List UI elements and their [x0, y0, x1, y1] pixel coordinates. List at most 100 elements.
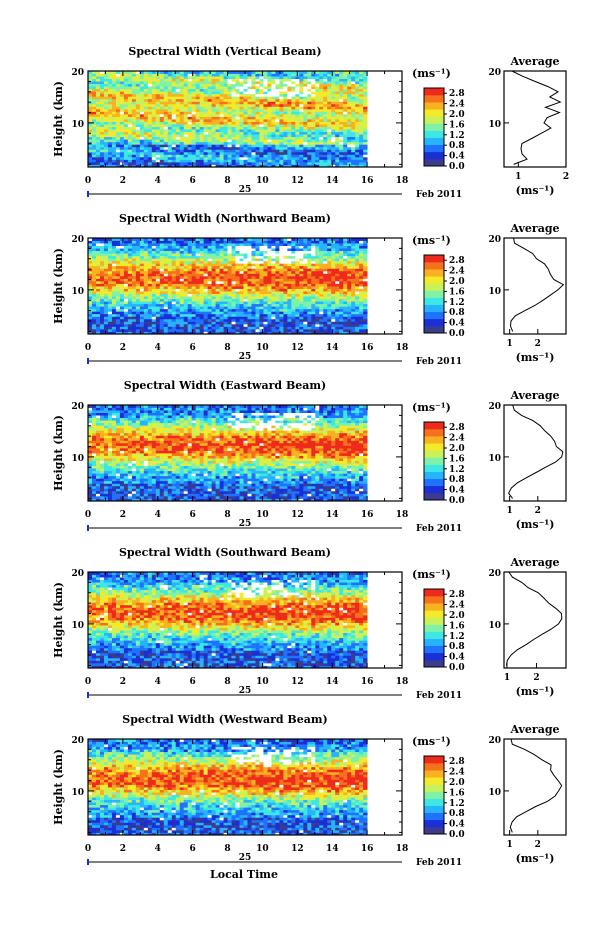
- heatmap-cell: [231, 83, 236, 87]
- heatmap-cell: [175, 124, 181, 127]
- heatmap-cell: [335, 270, 340, 274]
- heatmap-cell: [195, 121, 201, 125]
- heatmap-cell: [363, 321, 368, 325]
- heatmap-cell: [119, 280, 125, 284]
- heatmap-cell: [315, 116, 320, 120]
- heatmap-cell: [255, 136, 260, 140]
- heatmap-cell: [163, 306, 169, 310]
- heatmap-cell: [131, 76, 137, 79]
- heatmap-cell: [139, 331, 145, 335]
- heatmap-cell: [239, 326, 244, 330]
- heatmap-cell: [339, 321, 344, 325]
- heatmap-cell: [143, 141, 149, 145]
- heatmap-cell: [147, 144, 153, 148]
- heatmap-cell: [263, 301, 268, 305]
- heatmap-cell: [355, 321, 360, 325]
- heatmap-cell: [323, 91, 328, 95]
- heatmap-cell: [115, 303, 121, 307]
- heatmap-cell: [159, 318, 165, 322]
- heatmap-cell: [327, 144, 332, 148]
- heatmap-cell: [323, 111, 328, 115]
- heatmap-cell: [203, 255, 209, 259]
- heatmap-cell: [311, 323, 316, 327]
- heatmap-cell: [323, 96, 328, 100]
- heatmap-cell: [359, 268, 364, 272]
- heatmap-cell: [283, 129, 288, 133]
- heatmap-cell: [331, 331, 336, 335]
- heatmap-cell: [327, 139, 332, 143]
- heatmap-cell: [279, 280, 284, 284]
- heatmap-cell: [247, 106, 252, 110]
- heatmap-cell: [311, 83, 316, 87]
- heatmap-cell: [167, 326, 173, 330]
- heatmap-cell: [291, 273, 296, 277]
- heatmap-cell: [311, 311, 316, 315]
- heatmap-cell: [315, 321, 320, 325]
- heatmap-cell: [303, 81, 308, 85]
- heatmap-cell: [291, 91, 296, 95]
- heatmap-cell: [107, 260, 113, 264]
- heatmap-cell: [91, 129, 97, 133]
- heatmap-cell: [171, 151, 177, 155]
- heatmap-cell: [351, 108, 356, 112]
- heatmap-cell: [175, 258, 181, 262]
- heatmap-cell: [147, 291, 153, 294]
- heatmap-cell: [287, 101, 292, 105]
- heatmap-cell: [335, 131, 340, 135]
- heatmap-cell: [239, 113, 244, 117]
- heatmap-cell: [299, 323, 304, 327]
- heatmap-cell: [255, 73, 260, 77]
- heatmap-cell: [311, 96, 316, 100]
- heatmap-cell: [263, 73, 268, 77]
- heatmap-cell: [107, 119, 113, 122]
- heatmap-cell: [143, 318, 149, 322]
- heatmap-cell: [215, 316, 220, 320]
- heatmap-cell: [91, 316, 97, 320]
- heatmap-cell: [183, 298, 189, 302]
- heatmap-cell: [355, 98, 360, 102]
- heatmap-cell: [123, 144, 129, 148]
- heatmap-cell: [339, 149, 344, 153]
- heatmap-cell: [135, 286, 141, 289]
- heatmap-cell: [167, 113, 173, 117]
- heatmap-cell: [143, 159, 149, 163]
- heatmap-cell: [327, 98, 332, 102]
- heatmap-cell: [259, 296, 264, 300]
- heatmap-cell: [251, 164, 256, 168]
- heatmap-cell: [355, 134, 360, 138]
- heatmap-cell: [271, 258, 276, 262]
- heatmap-cell: [203, 124, 209, 127]
- heatmap-cell: [359, 306, 364, 310]
- heatmap-cell: [235, 313, 240, 317]
- heatmap-cell: [119, 316, 125, 320]
- heatmap-cell: [179, 149, 185, 153]
- heatmap-cell: [195, 151, 201, 155]
- heatmap-cell: [163, 316, 169, 320]
- heatmap-cell: [135, 116, 141, 120]
- heatmap-cell: [219, 263, 224, 267]
- heatmap-cell: [123, 268, 129, 272]
- heatmap-cell: [251, 258, 256, 262]
- heatmap-cell: [279, 258, 284, 262]
- heatmap-cell: [311, 86, 316, 90]
- heatmap-cell: [143, 93, 149, 97]
- heatmap-cell: [271, 81, 276, 85]
- heatmap-cell: [259, 81, 264, 85]
- heatmap-cell: [267, 76, 272, 79]
- heatmap-cell: [239, 260, 244, 264]
- heatmap-cell: [323, 151, 328, 155]
- heatmap-cell: [211, 119, 216, 122]
- heatmap-cell: [107, 268, 113, 272]
- heatmap-cell: [287, 119, 292, 122]
- heatmap-cell: [175, 318, 181, 322]
- heatmap-cell: [299, 73, 304, 77]
- heatmap-cell: [131, 288, 137, 292]
- heatmap-cell: [155, 141, 161, 145]
- heatmap-cell: [251, 286, 256, 289]
- heatmap-cell: [111, 113, 117, 117]
- heatmap-cell: [299, 293, 304, 297]
- heatmap-cell: [215, 296, 220, 300]
- heatmap-cell: [319, 258, 324, 262]
- heatmap-cell: [215, 331, 220, 335]
- heatmap-cell: [231, 301, 236, 305]
